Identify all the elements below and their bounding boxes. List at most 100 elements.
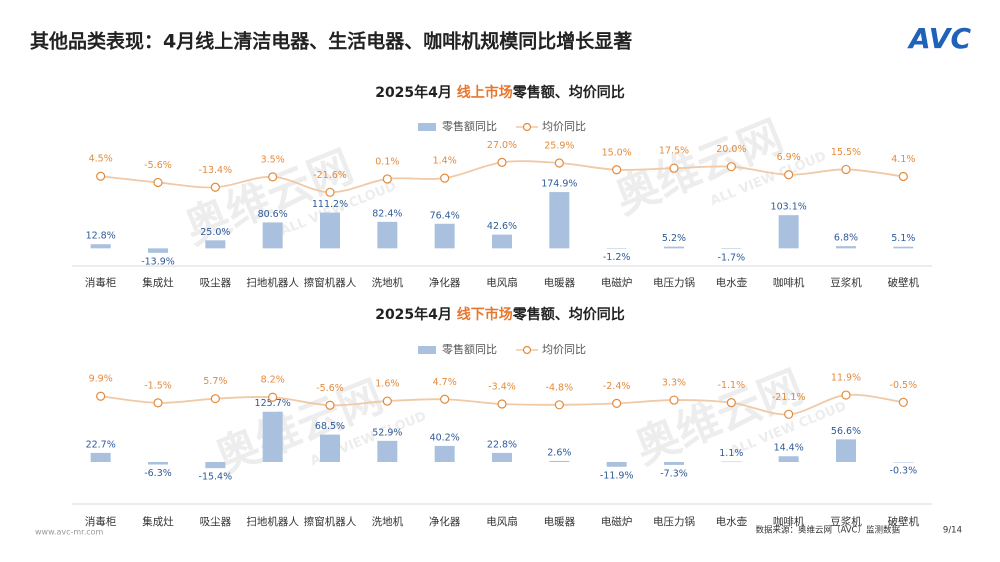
line-label: 5.7% <box>203 376 227 387</box>
bar-label: 6.8% <box>834 233 858 244</box>
line-marker <box>325 187 335 197</box>
bar <box>90 452 111 462</box>
line-marker <box>726 398 736 408</box>
line-label: 9.9% <box>89 374 113 385</box>
line-marker <box>440 173 450 183</box>
line-marker <box>669 163 679 173</box>
legend-swatch <box>418 123 436 131</box>
line-label: -3.4% <box>488 381 516 392</box>
bar <box>320 212 340 249</box>
bar-label: 103.1% <box>771 202 807 213</box>
x-tick-label: 消毒柜 <box>85 515 117 528</box>
line-marker <box>382 174 392 184</box>
legend-marker <box>522 345 532 355</box>
line-marker <box>153 398 163 408</box>
x-tick-label: 擦窗机器人 <box>304 276 357 289</box>
bar <box>549 192 570 249</box>
bar-label: 80.6% <box>258 209 288 220</box>
bar-label: 52.9% <box>372 427 402 438</box>
x-tick-label: 电水壶 <box>716 276 748 289</box>
bar-label: 22.7% <box>86 439 116 450</box>
x-tick-label: 电压力锅 <box>653 515 695 528</box>
x-tick-label: 豆浆机 <box>830 276 862 289</box>
line-label: 1.4% <box>433 156 457 167</box>
bar <box>262 411 283 462</box>
bar <box>778 215 799 249</box>
bar <box>836 246 856 249</box>
line-label: 6.9% <box>777 152 801 163</box>
line-label: 8.2% <box>261 375 285 386</box>
line-marker <box>669 395 679 405</box>
logo: AVC <box>907 22 971 55</box>
bar-label: 82.4% <box>372 208 402 219</box>
line-marker <box>612 398 622 408</box>
bar <box>893 246 914 249</box>
x-tick-label: 净化器 <box>429 276 461 289</box>
bar <box>492 234 512 249</box>
x-tick-label: 电压力锅 <box>653 276 695 289</box>
bar <box>205 240 226 249</box>
line-label: 1.6% <box>375 379 399 390</box>
legend-swatch <box>418 346 436 354</box>
bar-label: -15.4% <box>199 472 233 483</box>
x-tick-label: 电暖器 <box>544 276 576 289</box>
line-label: 17.5% <box>659 146 689 157</box>
line-marker <box>268 392 278 402</box>
legend-label: 零售额同比 <box>442 119 497 133</box>
line-marker <box>497 157 507 167</box>
line-label: -0.5% <box>890 380 918 391</box>
title-part: 线上市场 <box>457 84 513 101</box>
bar-label: -11.9% <box>600 470 634 481</box>
line-label: -4.8% <box>546 382 574 393</box>
line-marker <box>210 394 220 404</box>
bar-label: 14.4% <box>774 443 804 454</box>
bar-label: 125.7% <box>255 398 291 409</box>
x-tick-label: 集成灶 <box>142 515 174 528</box>
bar <box>836 439 856 462</box>
line-marker <box>268 172 278 182</box>
line-marker <box>497 399 507 409</box>
bar <box>320 434 340 462</box>
line-marker <box>96 171 106 181</box>
bar <box>778 456 799 462</box>
line-marker <box>153 177 163 188</box>
x-tick-label: 洗地机 <box>372 276 404 289</box>
bar-label: -0.3% <box>890 466 918 477</box>
bar-label: 5.1% <box>891 233 915 244</box>
bar <box>893 462 914 463</box>
x-tick-label: 咖啡机 <box>773 276 805 289</box>
title-part: 零售额、均价同比 <box>512 84 625 101</box>
bar <box>721 248 742 249</box>
x-tick-label: 破壁机 <box>888 276 920 289</box>
line-label: 4.7% <box>433 377 457 388</box>
line-marker <box>210 182 220 192</box>
bar <box>377 440 398 462</box>
slide-title: 其他品类表现：4月线上清洁电器、生活电器、咖啡机规模同比增长显著 <box>30 30 632 53</box>
bar-label: 42.6% <box>487 221 517 232</box>
bar <box>606 248 627 249</box>
bar-label: -6.3% <box>144 468 172 479</box>
line-label: -5.6% <box>144 160 172 171</box>
bar-label: 5.2% <box>662 233 686 244</box>
line-label: -13.4% <box>199 165 233 176</box>
bar <box>434 445 455 462</box>
line-label: -2.4% <box>603 381 631 392</box>
bar-label: 56.6% <box>831 426 861 437</box>
line-marker <box>554 158 564 168</box>
line-label: 4.1% <box>891 154 915 165</box>
line-label: -21.6% <box>313 170 347 181</box>
bar-label: 174.9% <box>541 179 577 190</box>
line-marker <box>325 400 335 410</box>
x-tick-label: 电风扇 <box>486 276 518 289</box>
x-tick-label: 电暖器 <box>544 515 576 528</box>
legend-marker <box>522 122 532 132</box>
x-tick-label: 电水壶 <box>716 515 748 528</box>
bar <box>262 222 283 249</box>
bar <box>205 462 226 469</box>
x-tick-label: 洗地机 <box>372 515 404 528</box>
bar-label: 22.8% <box>487 439 517 450</box>
website: www.avc-mr.com <box>35 528 104 537</box>
bar-label: 2.6% <box>547 447 571 458</box>
